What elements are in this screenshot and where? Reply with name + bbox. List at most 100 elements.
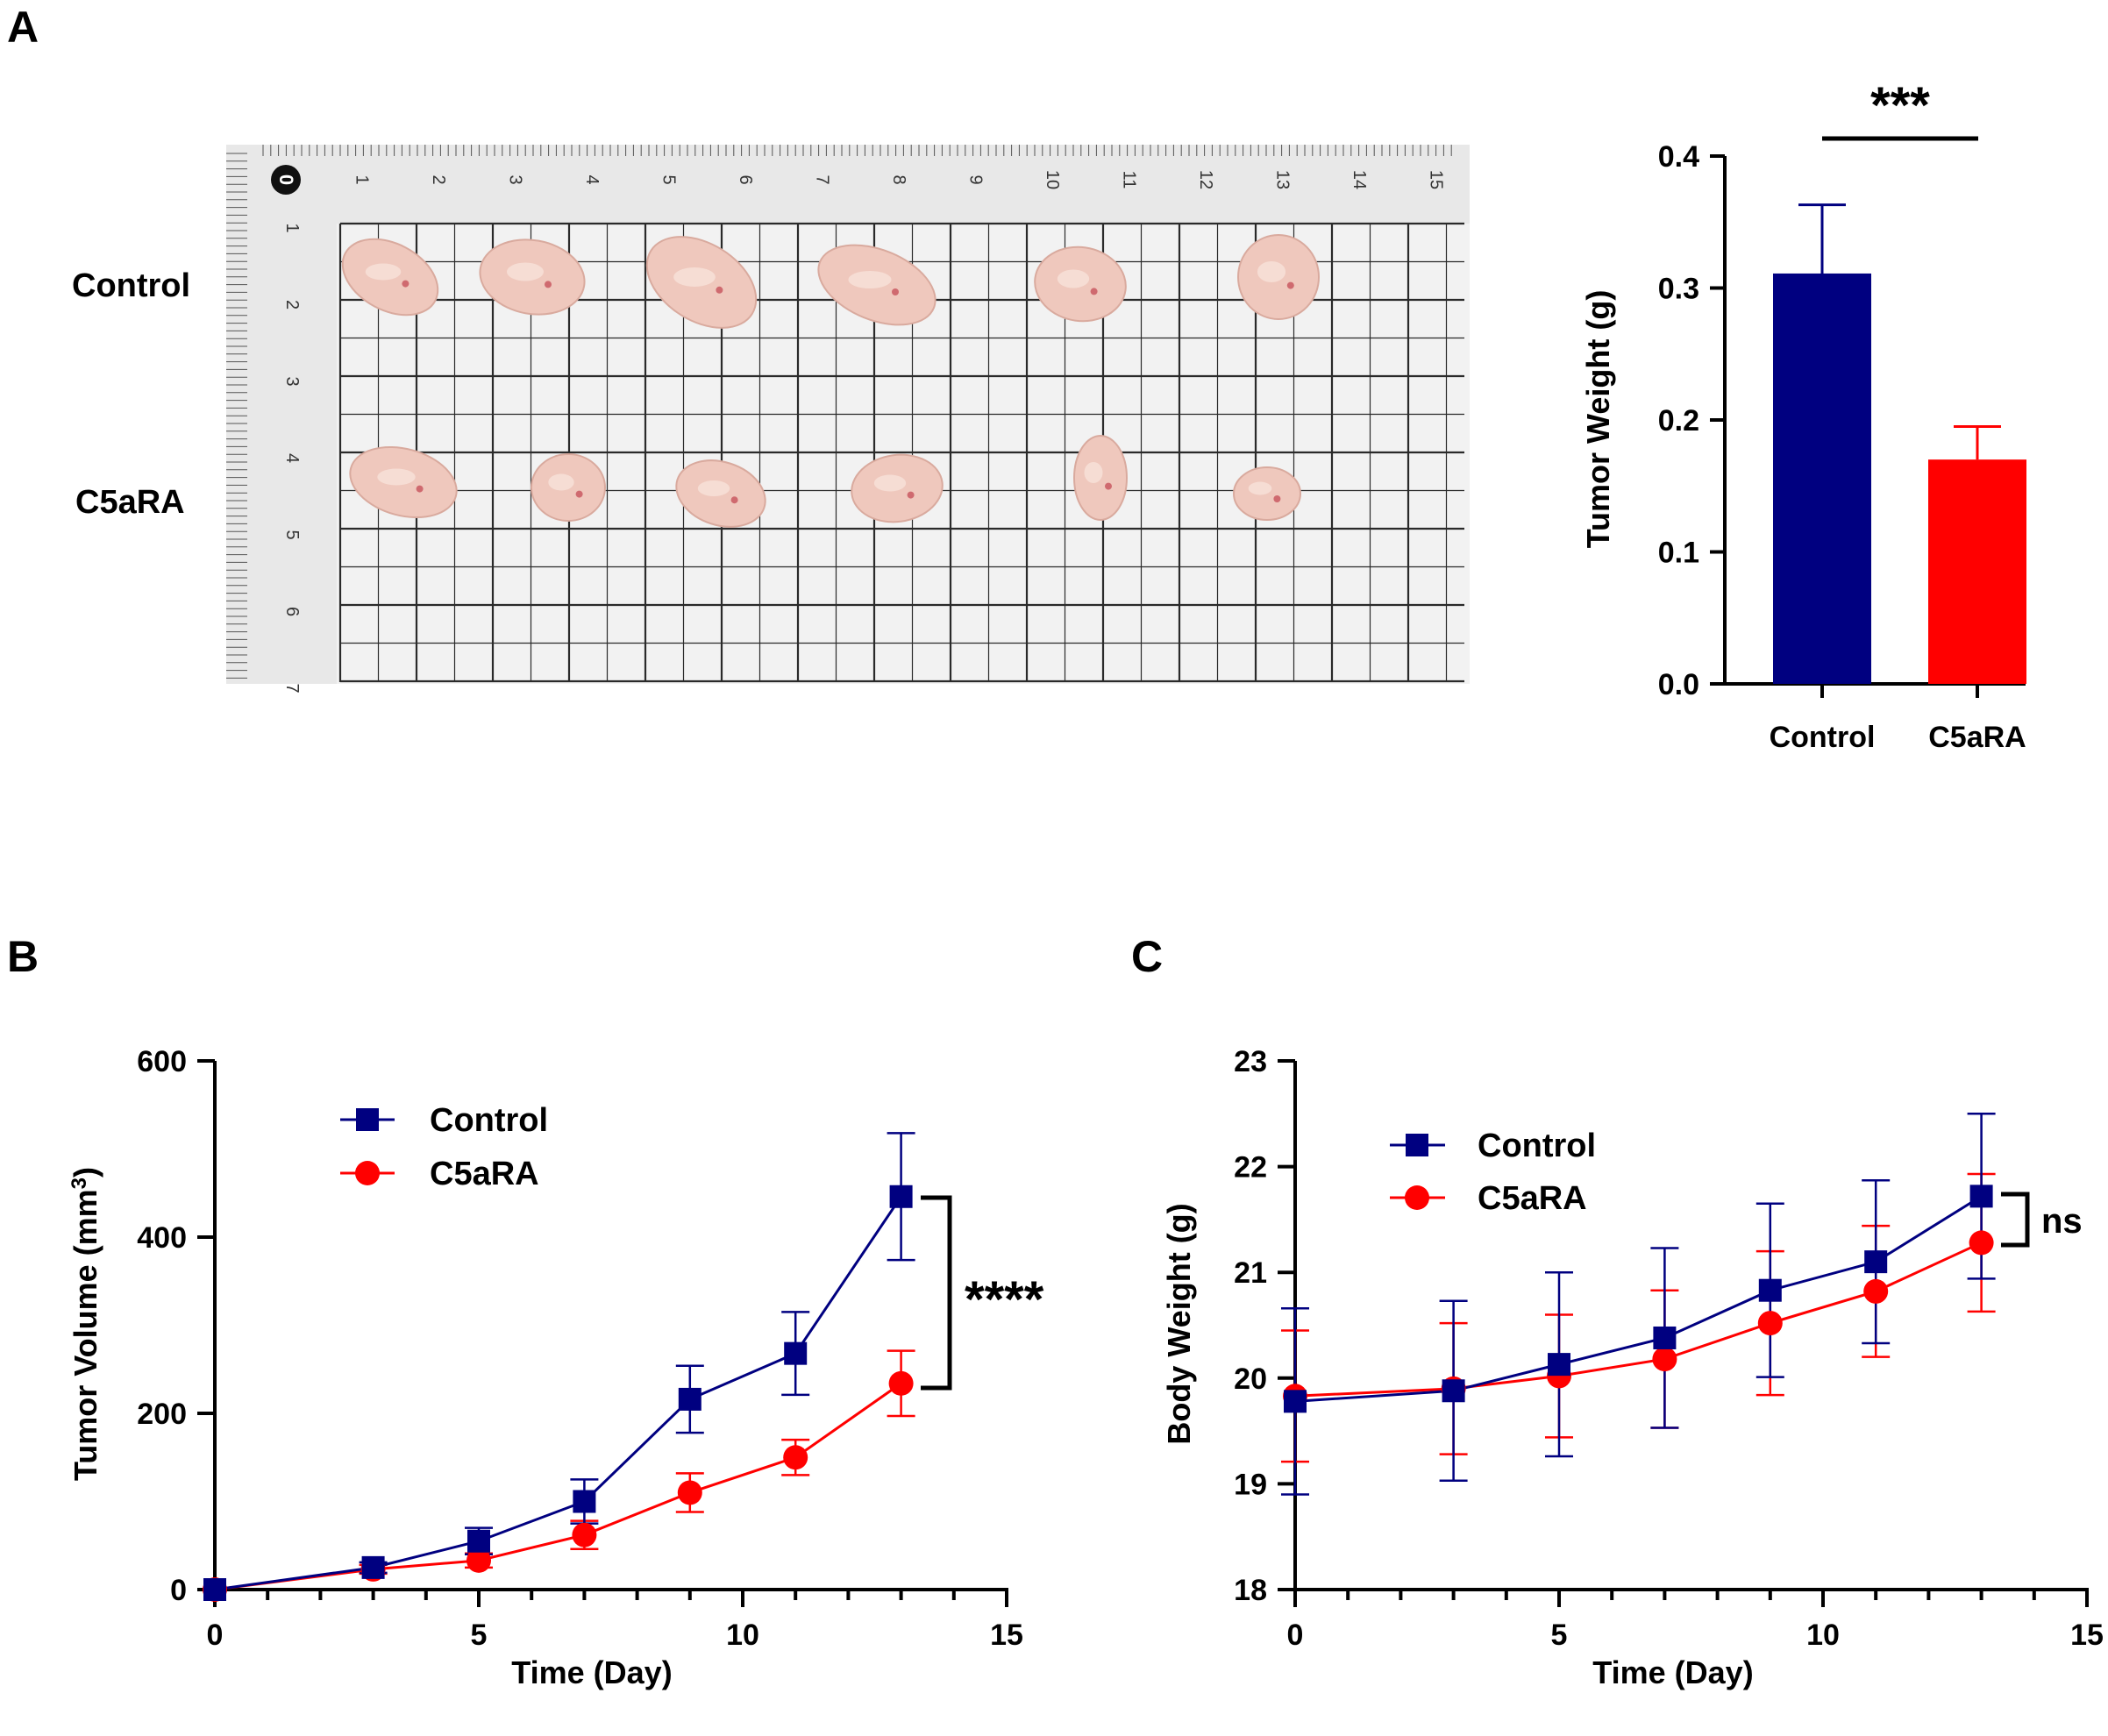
ruler-number-label: 2 [429, 174, 448, 184]
tumor-spot [402, 280, 409, 288]
tumor-spot [1105, 482, 1112, 490]
data-point-control [678, 1387, 701, 1411]
tumor-highlight [377, 468, 416, 486]
ruler-number-label: 6 [282, 607, 302, 616]
ruler-number-label: 1 [353, 174, 372, 184]
series [203, 1132, 915, 1602]
y-tick-label: 600 [137, 1045, 187, 1078]
legend: Control C5aRA [340, 1102, 548, 1192]
tumor-volume-chart: 0 200 400 600 0 5 10 15 Time (Day) Tumor Volum… [68, 1045, 1044, 1690]
tumor-specimen [1233, 466, 1301, 521]
x-tick-label: 0 [207, 1619, 224, 1652]
tumor-highlight [1057, 269, 1090, 288]
y-tick-label: 23 [1234, 1045, 1267, 1078]
data-point-control [1758, 1278, 1782, 1302]
ruler-number-label: 1 [282, 223, 302, 232]
ruler-number: 10 [1043, 170, 1062, 189]
ruler-ticks [226, 145, 1452, 679]
significance-label: *** [1870, 77, 1930, 134]
tumor-highlight [365, 263, 402, 281]
data-point-c5ara [888, 1370, 914, 1396]
tumor-highlight [548, 473, 574, 491]
tumor-highlight [507, 262, 544, 281]
y-axis-title-superscript: 3 [68, 1177, 91, 1189]
y-tick-label: 0 [170, 1574, 187, 1607]
ruler-number-label: 3 [282, 376, 302, 386]
ruler-number: 0 [271, 165, 301, 195]
ruler-number-label: 11 [1120, 171, 1139, 189]
data-point-c5ara [783, 1445, 808, 1470]
tumor-specimens [341, 234, 1320, 528]
ruler-number-label: 15 [1427, 170, 1446, 189]
tumor-spot [1090, 288, 1098, 295]
data-point-control [1653, 1326, 1677, 1349]
tumor-spot [730, 496, 738, 504]
bars [1773, 203, 2026, 684]
x-tick-label: 15 [990, 1619, 1023, 1652]
data-point-control [1969, 1185, 1993, 1208]
data-point-c5ara [1969, 1230, 1994, 1256]
tumor-highlight [848, 271, 892, 288]
row-label-control: Control [72, 267, 190, 304]
ruler-number: 15 [1427, 170, 1446, 189]
ruler-number: 6 [736, 174, 755, 184]
ruler-left [226, 145, 337, 684]
significance-label: ns [2041, 1202, 2083, 1241]
y-tick-label: 0.2 [1658, 404, 1699, 438]
y-tick-label: 19 [1234, 1468, 1267, 1501]
series [1281, 1113, 1996, 1496]
ruler-number: 8 [889, 174, 908, 184]
ruler-number-label: 9 [966, 174, 986, 184]
ruler-number: 5 [659, 174, 679, 184]
legend-label-c5ara: C5aRA [1478, 1180, 1587, 1217]
ruler-number-label: 0 [275, 174, 297, 185]
ruler-number-label: 3 [506, 174, 525, 184]
panel-letter-a: A [7, 3, 39, 52]
data-point-control [467, 1529, 490, 1553]
data-point-c5ara [677, 1480, 702, 1505]
data-point-control [1284, 1390, 1307, 1413]
tumor-spot [575, 490, 583, 498]
data-point-control [203, 1578, 226, 1601]
ruler-number: 6 [282, 607, 302, 616]
ruler-top-labels: 0 1 2 3 4 5 6 7 8 9 10 11 12 13 14 15 [271, 165, 1446, 195]
tumor-highlight [697, 480, 730, 496]
ruler-number-label: 5 [282, 530, 302, 539]
x-tick-label: 5 [1551, 1619, 1568, 1652]
ruler-number: 3 [506, 174, 525, 184]
tumor-spot [416, 485, 424, 493]
tumor-spot [907, 491, 915, 499]
legend: Control C5aRA [1390, 1128, 1596, 1217]
panel-letter-b: B [7, 932, 39, 981]
ruler-number-label: 5 [659, 174, 679, 184]
series-line-c5ara [214, 1382, 902, 1591]
ruler-number: 7 [813, 174, 832, 184]
x-ticks: 0 5 10 15 [1287, 1590, 2104, 1652]
y-axis-title: Body Weight (g) [1161, 1203, 1197, 1444]
data-point-control [1548, 1353, 1570, 1377]
x-axis-title: Time (Day) [511, 1654, 672, 1690]
y-axis-title-close: ) [68, 1167, 103, 1177]
legend-marker-control [356, 1108, 379, 1131]
ruler-number: 7 [282, 683, 302, 693]
y-tick-label: 400 [137, 1221, 187, 1255]
ruler-number-label: 10 [1043, 170, 1062, 189]
legend-label-control: Control [1478, 1128, 1596, 1164]
tumor-highlight [1084, 462, 1103, 483]
body-weight-chart: 18 19 20 21 22 23 0 5 10 15 Time (Day) Body Weig… [1161, 1045, 2104, 1690]
y-tick-label: 21 [1234, 1256, 1267, 1290]
ruler-number: 3 [282, 376, 302, 386]
ruler-number-label: 6 [736, 174, 755, 184]
legend-label-c5ara: C5aRA [430, 1156, 539, 1192]
ruler-number-label: 4 [282, 453, 302, 463]
x-tick-label: 15 [2070, 1619, 2104, 1652]
bar-c5ara [1928, 459, 2026, 684]
legend-marker-c5ara [1405, 1185, 1429, 1210]
tumor-spot [545, 281, 552, 288]
bar-control [1773, 273, 1871, 684]
ruler-number: 1 [282, 223, 302, 232]
y-tick-label: 0.4 [1658, 140, 1699, 174]
x-tick-label: C5aRA [1928, 721, 2026, 754]
